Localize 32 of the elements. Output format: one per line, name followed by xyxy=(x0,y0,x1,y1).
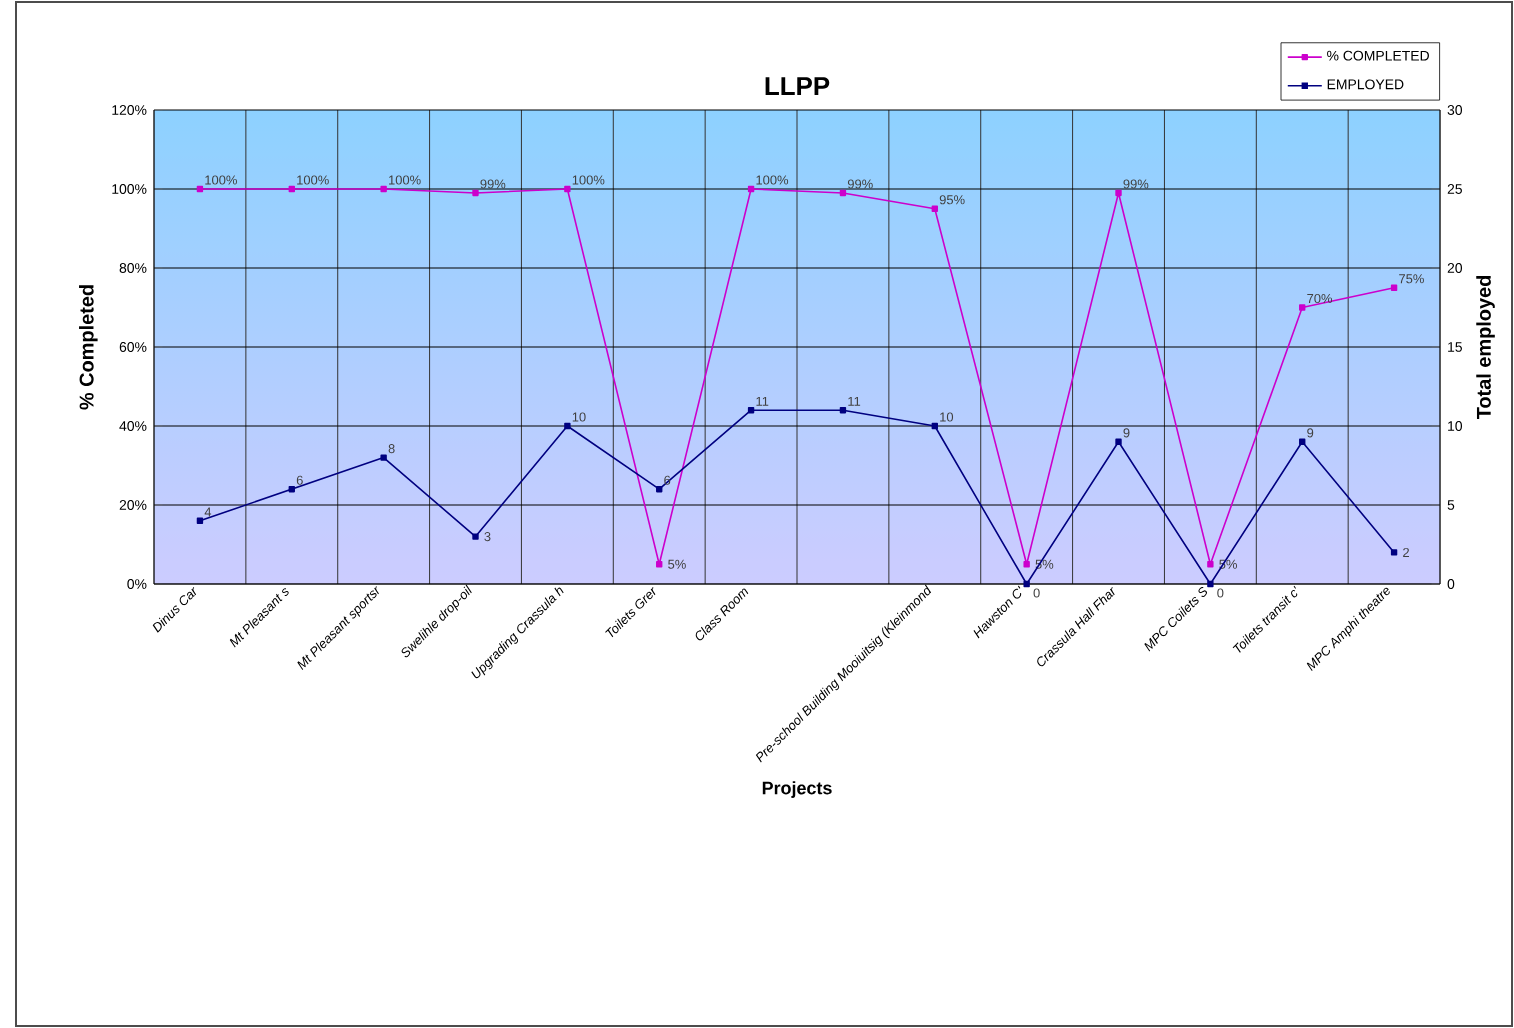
point xyxy=(564,185,571,193)
point xyxy=(1299,438,1306,445)
point xyxy=(1390,549,1398,556)
y-axis-title: % Completed xyxy=(79,285,98,410)
point xyxy=(564,422,571,430)
point xyxy=(1115,438,1122,445)
point xyxy=(472,189,479,197)
point xyxy=(1023,561,1030,568)
point xyxy=(380,454,387,461)
point xyxy=(288,486,295,493)
point xyxy=(1207,580,1214,588)
point xyxy=(747,185,755,193)
point xyxy=(1207,561,1214,568)
point xyxy=(747,407,755,414)
point xyxy=(839,407,847,414)
point xyxy=(931,422,938,430)
point xyxy=(288,185,295,193)
point xyxy=(1390,284,1398,291)
point xyxy=(1115,189,1122,197)
y2-axis-title: Total employed xyxy=(1476,275,1495,420)
point xyxy=(472,533,479,540)
point xyxy=(931,205,938,212)
x-axis-title: Projects xyxy=(762,781,832,798)
point xyxy=(1023,580,1030,588)
point xyxy=(196,185,204,193)
point xyxy=(656,561,663,568)
point xyxy=(1299,304,1306,311)
point xyxy=(656,486,663,493)
chart-title: LLPP xyxy=(765,77,830,95)
point xyxy=(196,517,204,524)
point xyxy=(839,189,847,197)
point xyxy=(380,185,387,193)
